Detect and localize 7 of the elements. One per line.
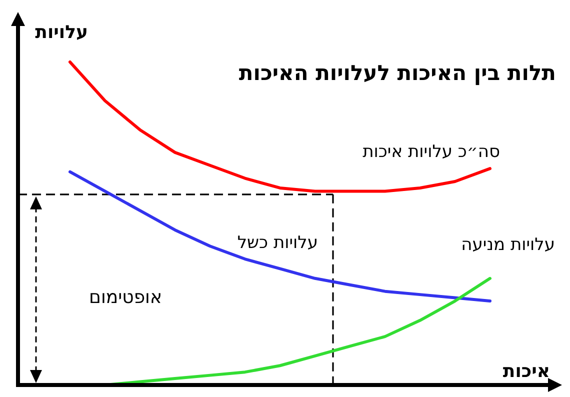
series-label: סה״כ עלויות איכות xyxy=(362,142,500,162)
series-label: עלויות כשל xyxy=(237,233,318,253)
text: עלויות מניעה xyxy=(461,235,555,255)
y-axis-title: עלויות xyxy=(35,22,88,43)
annotation: אופטימום xyxy=(89,287,162,308)
x-axis-title: איכות xyxy=(502,361,550,382)
chart-title: תלות בין האיכות לעלויות האיכות xyxy=(238,61,556,86)
